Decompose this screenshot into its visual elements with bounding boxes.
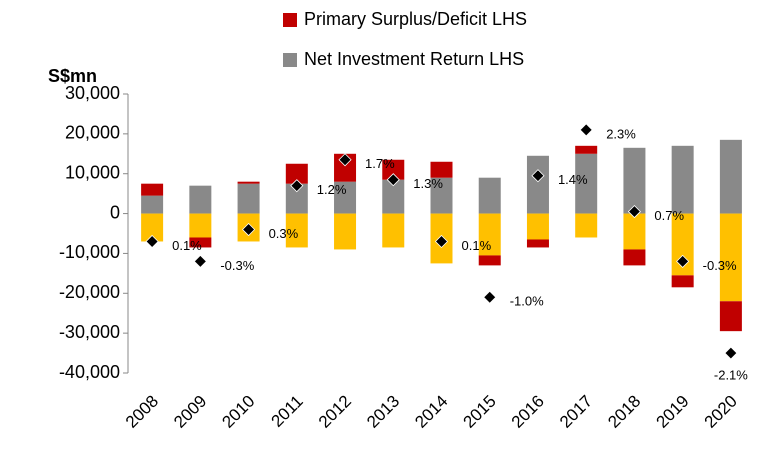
diamond-marker [531,169,545,183]
y-tick-label: 30,000 [65,83,120,103]
diamond-marker [290,179,304,193]
diamond-marker [193,254,207,268]
point-label: -0.3% [703,258,737,273]
bar-segment [382,213,405,248]
point-label: 0.3% [269,226,299,241]
legend-swatch [283,53,297,67]
point-label: 0.7% [654,208,684,223]
diamond-marker [724,346,738,360]
point-label: -2.1% [714,368,748,383]
point-label: 0.1% [172,238,202,253]
bar-segment [719,139,742,214]
bar-segment [189,185,212,214]
y-tick-label: 20,000 [65,123,120,143]
bar-segment [382,159,405,180]
bar-segment [671,213,694,276]
x-tick-label: 2012 [315,392,355,432]
bar-segment [575,213,598,238]
bar-segment [237,181,260,184]
diamond-marker [579,123,593,137]
bar-segment [719,213,742,302]
legend-label: Net Investment Return LHS [304,49,524,69]
x-tick-label: 2019 [652,392,692,432]
x-tick-label: 2018 [604,392,644,432]
bar-segment [526,155,549,214]
bar-segment [623,249,646,266]
diamond-marker [483,290,497,304]
bar-segment [478,213,501,256]
bar-segment [285,213,308,248]
bar-segment [526,239,549,248]
diamond-marker [242,222,256,237]
legend-swatch [283,13,297,27]
y-axis-label: S$mn [48,66,97,86]
bar-segment [526,213,549,240]
bar-segment [623,213,646,250]
diamond-marker [386,173,400,187]
bar-segment [141,195,164,214]
bar-segment [671,275,694,288]
x-tick-label: 2010 [218,392,258,432]
bar-segment [285,163,308,184]
bar-segment [430,177,453,214]
point-label: 2.3% [606,126,636,141]
bar-segment [285,183,308,214]
bar-segment [575,153,598,214]
x-tick-label: 2011 [268,392,307,431]
x-tick-label: 2014 [411,392,451,432]
y-tick-label: -30,000 [59,322,120,342]
legend-label: Primary Surplus/Deficit LHS [304,9,527,29]
bar-segment [478,177,501,214]
x-tick-label: 2009 [170,392,210,432]
point-label: 1.2% [317,182,347,197]
x-tick-label: 2013 [363,392,403,432]
diamond-marker [434,234,449,249]
bar-segment [141,183,164,196]
bar-segment [719,301,742,332]
diamond-marker [338,153,352,167]
point-label: 1.4% [558,172,588,187]
point-label: -0.3% [220,258,254,273]
bar-segment [237,183,260,214]
bar-segment [382,179,405,214]
bar-segment [141,213,164,242]
bar-segment [623,147,646,214]
diamond-marker [676,254,690,268]
bar-segment [334,181,357,214]
y-tick-label: 10,000 [65,162,120,182]
point-label: 1.7% [365,156,395,171]
y-tick-label: -40,000 [59,362,120,382]
point-label: 0.1% [462,238,492,253]
diamond-marker [627,205,641,219]
x-tick-label: 2016 [508,392,548,432]
x-tick-label: 2015 [460,392,500,432]
bar-segment [334,213,357,250]
y-tick-label: -10,000 [59,242,120,262]
bar-segment [189,237,212,248]
bar-segment [671,145,694,214]
y-tick-label: 0 [110,202,120,222]
y-tick-label: -20,000 [59,282,120,302]
x-tick-label: 2017 [556,392,596,432]
bar-segment [575,145,598,154]
point-label: -1.0% [510,294,544,309]
x-tick-label: 2008 [122,392,162,432]
bar-segment [189,213,212,238]
bar-segment [478,255,501,266]
diamond-marker [145,234,159,249]
bar-segment [430,161,453,178]
x-tick-label: 2020 [701,392,741,432]
point-label: 1.3% [413,176,443,191]
